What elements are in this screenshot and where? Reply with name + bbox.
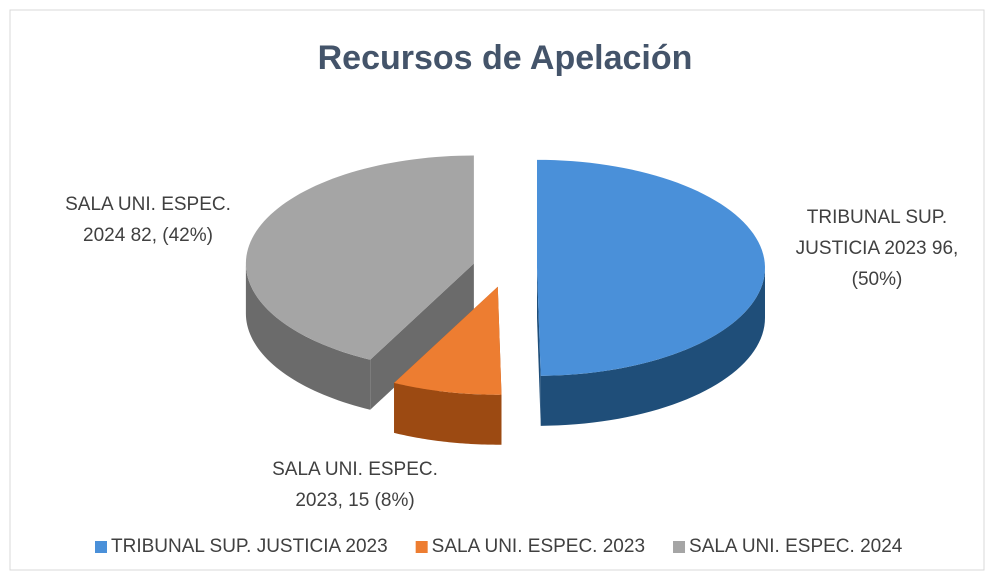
- chart-title: Recursos de Apelación: [318, 39, 693, 77]
- data-label: SALA UNI. ESPEC.: [272, 459, 438, 480]
- data-label: SALA UNI. ESPEC.: [65, 194, 231, 215]
- legend-swatch: [673, 541, 686, 553]
- slice-wall: [370, 263, 474, 410]
- labels: TRIBUNAL SUP. JUSTICIA 2023 96, (50%) SALA …: [65, 194, 958, 511]
- data-label: JUSTICIA 2023 96,: [796, 238, 959, 259]
- legend-label: SALA UNI. ESPEC. 2024: [689, 536, 903, 557]
- legend-swatch: [415, 541, 428, 553]
- data-label: 2023, 15 (8%): [295, 490, 414, 511]
- legend-label: SALA UNI. ESPEC. 2023: [432, 536, 645, 557]
- data-label: 2024 82, (42%): [83, 225, 213, 246]
- slice: [394, 286, 502, 395]
- slice: [245, 155, 474, 360]
- slice-wall: [536, 267, 541, 426]
- slice-side: [540, 267, 765, 426]
- data-label: (50%): [852, 269, 903, 290]
- legend-swatch: [95, 541, 107, 553]
- pie: [245, 155, 765, 445]
- slice-side: [394, 382, 502, 445]
- data-label: TRIBUNAL SUP.: [807, 207, 947, 228]
- slice: [536, 159, 765, 376]
- slice-side: [245, 263, 371, 410]
- legend: TRIBUNAL SUP. JUSTICIA 2023 SALA UNI. ESP…: [95, 536, 903, 557]
- legend-label: TRIBUNAL SUP. JUSTICIA 2023: [111, 536, 388, 557]
